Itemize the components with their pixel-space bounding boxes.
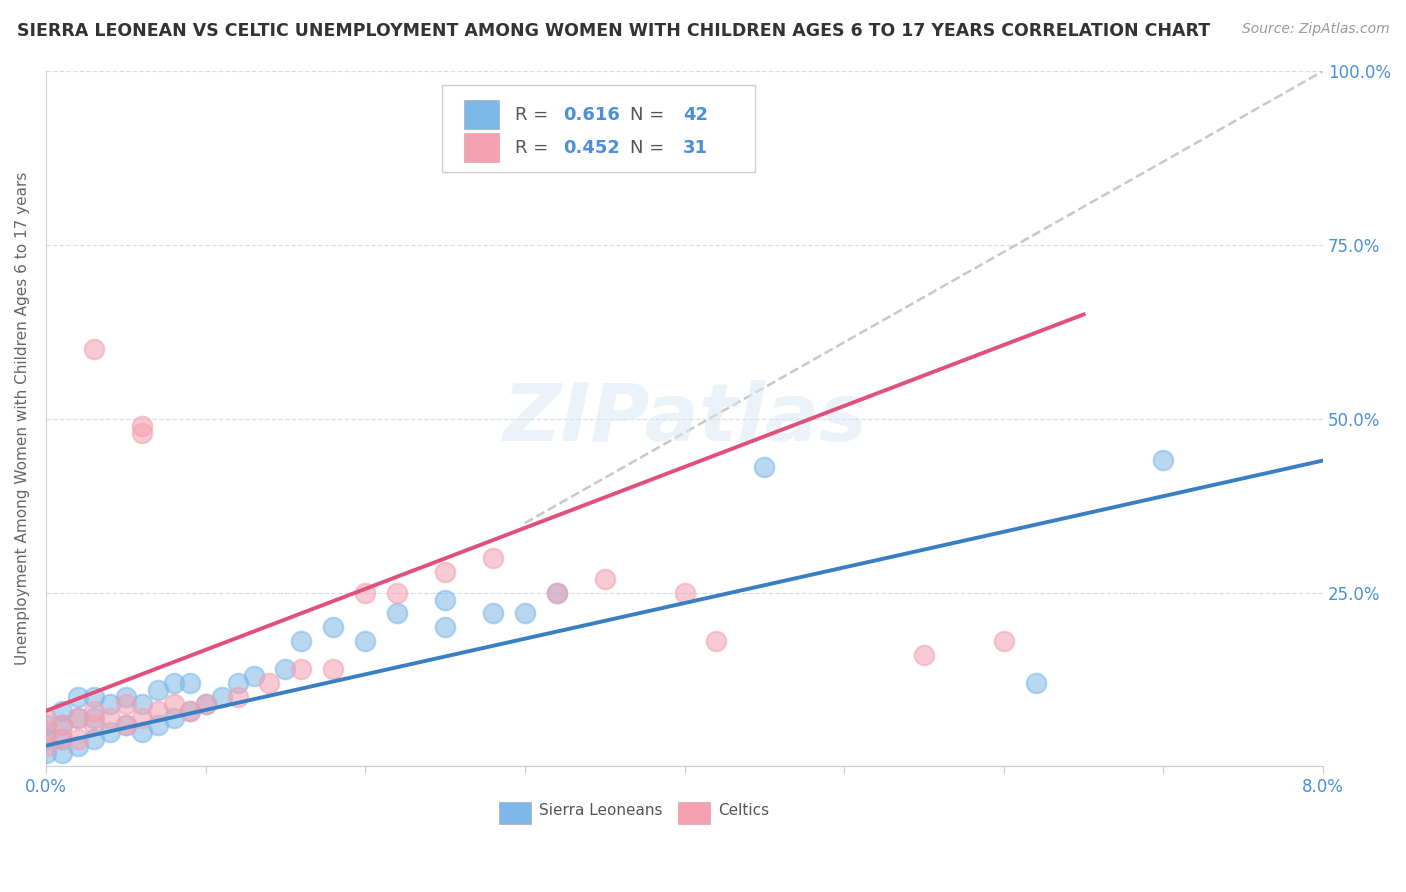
Point bbox=[1153, 453, 1175, 467]
Point bbox=[35, 731, 58, 746]
Text: Celtics: Celtics bbox=[717, 803, 769, 818]
Point bbox=[912, 648, 935, 663]
Point bbox=[98, 711, 121, 725]
Point bbox=[66, 711, 89, 725]
Point bbox=[513, 607, 536, 621]
Point bbox=[146, 717, 169, 731]
Text: ZIPatlas: ZIPatlas bbox=[502, 380, 868, 458]
Text: 42: 42 bbox=[683, 106, 709, 124]
Point bbox=[706, 634, 728, 648]
Point bbox=[83, 717, 105, 731]
Point bbox=[51, 717, 73, 731]
Point bbox=[482, 607, 505, 621]
Point bbox=[66, 690, 89, 704]
Point bbox=[131, 425, 153, 440]
Point bbox=[51, 717, 73, 731]
Point bbox=[35, 746, 58, 760]
Point bbox=[131, 724, 153, 739]
Point bbox=[35, 739, 58, 753]
Point bbox=[482, 550, 505, 565]
Point bbox=[226, 676, 249, 690]
Point bbox=[194, 697, 217, 711]
Point bbox=[83, 731, 105, 746]
Point bbox=[290, 662, 312, 676]
Point bbox=[593, 572, 616, 586]
Text: SIERRA LEONEAN VS CELTIC UNEMPLOYMENT AMONG WOMEN WITH CHILDREN AGES 6 TO 17 YEA: SIERRA LEONEAN VS CELTIC UNEMPLOYMENT AM… bbox=[17, 22, 1211, 40]
Point bbox=[98, 697, 121, 711]
Point bbox=[51, 704, 73, 718]
Text: Sierra Leoneans: Sierra Leoneans bbox=[538, 803, 662, 818]
Point bbox=[434, 620, 457, 634]
Text: N =: N = bbox=[630, 138, 669, 157]
Y-axis label: Unemployment Among Women with Children Ages 6 to 17 years: Unemployment Among Women with Children A… bbox=[15, 172, 30, 665]
Point bbox=[98, 724, 121, 739]
Point bbox=[35, 711, 58, 725]
Point bbox=[66, 711, 89, 725]
Point bbox=[1025, 676, 1047, 690]
Point bbox=[274, 662, 297, 676]
Point bbox=[114, 690, 136, 704]
Point bbox=[434, 592, 457, 607]
Point bbox=[146, 683, 169, 698]
Point bbox=[242, 669, 264, 683]
Text: R =: R = bbox=[515, 138, 554, 157]
Point bbox=[35, 717, 58, 731]
Point bbox=[114, 717, 136, 731]
Point bbox=[290, 634, 312, 648]
Bar bbox=[678, 802, 710, 824]
Bar bbox=[464, 133, 499, 162]
Point bbox=[354, 634, 377, 648]
Point bbox=[259, 676, 281, 690]
Point bbox=[131, 418, 153, 433]
Point bbox=[179, 704, 201, 718]
Text: N =: N = bbox=[630, 106, 669, 124]
Point bbox=[546, 585, 568, 599]
Point bbox=[385, 607, 408, 621]
Text: 31: 31 bbox=[683, 138, 709, 157]
Point bbox=[146, 704, 169, 718]
Point bbox=[673, 585, 696, 599]
Point bbox=[179, 676, 201, 690]
Point bbox=[211, 690, 233, 704]
Point bbox=[51, 731, 73, 746]
Point bbox=[51, 746, 73, 760]
Point bbox=[163, 697, 186, 711]
Point bbox=[114, 717, 136, 731]
Point bbox=[754, 460, 776, 475]
Point bbox=[131, 711, 153, 725]
Point bbox=[434, 565, 457, 579]
Point bbox=[546, 585, 568, 599]
Point bbox=[322, 620, 344, 634]
Point bbox=[83, 704, 105, 718]
Point bbox=[66, 739, 89, 753]
Point bbox=[163, 711, 186, 725]
Point bbox=[993, 634, 1015, 648]
Point bbox=[83, 343, 105, 357]
Bar bbox=[464, 100, 499, 129]
Point bbox=[35, 724, 58, 739]
Point bbox=[163, 676, 186, 690]
FancyBboxPatch shape bbox=[441, 85, 755, 172]
Text: 0.452: 0.452 bbox=[564, 138, 620, 157]
Point bbox=[66, 731, 89, 746]
Point bbox=[83, 690, 105, 704]
Point bbox=[179, 704, 201, 718]
Text: Source: ZipAtlas.com: Source: ZipAtlas.com bbox=[1241, 22, 1389, 37]
Bar bbox=[499, 802, 531, 824]
Point bbox=[226, 690, 249, 704]
Point bbox=[83, 711, 105, 725]
Text: 0.616: 0.616 bbox=[564, 106, 620, 124]
Point bbox=[322, 662, 344, 676]
Point bbox=[354, 585, 377, 599]
Point bbox=[194, 697, 217, 711]
Point bbox=[51, 731, 73, 746]
Text: R =: R = bbox=[515, 106, 554, 124]
Point bbox=[114, 697, 136, 711]
Point bbox=[385, 585, 408, 599]
Point bbox=[131, 697, 153, 711]
